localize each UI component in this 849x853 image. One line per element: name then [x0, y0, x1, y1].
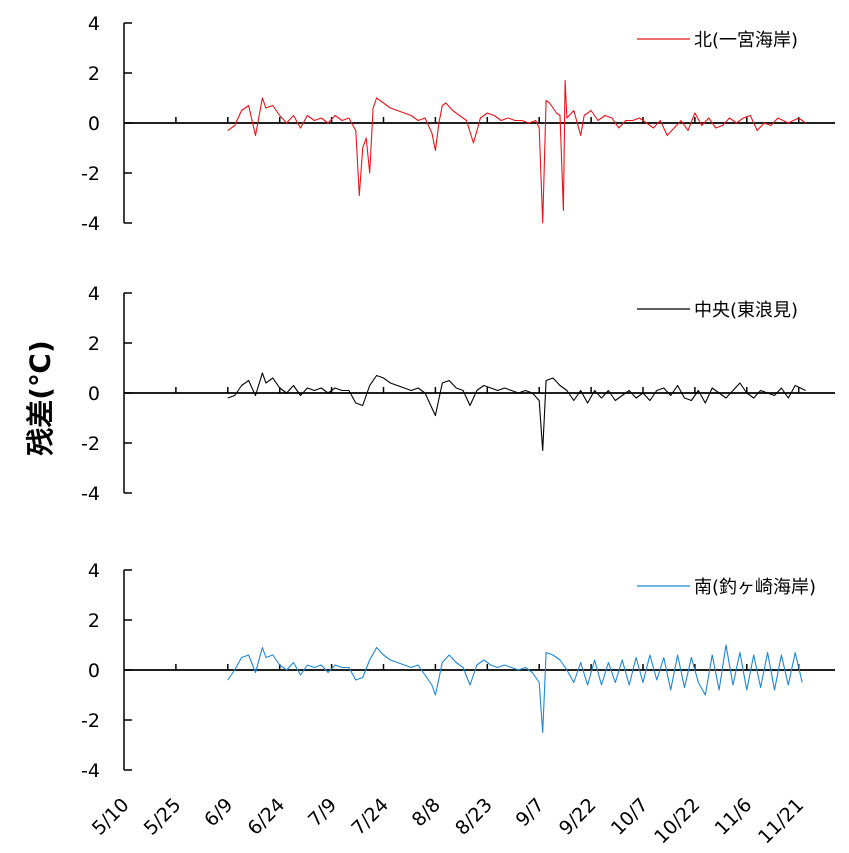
x-tick-label: 6/9: [200, 794, 237, 831]
y-tick-label: -2: [81, 710, 100, 732]
y-tick-label: 0: [88, 383, 100, 405]
legend-label: 北(一宮海岸): [694, 30, 798, 51]
y-tick-label: -2: [81, 163, 100, 185]
y-axis-label: 残差(℃): [24, 340, 57, 456]
y-tick-label: 2: [88, 63, 100, 85]
y-tick-label: 0: [88, 113, 100, 135]
y-tick-label: 2: [88, 610, 100, 632]
legend-label: 南(釣ヶ崎海岸): [694, 577, 816, 598]
y-tick-label: 4: [88, 13, 100, 35]
y-tick-label: 0: [88, 660, 100, 682]
series-line: [227, 372, 806, 452]
series-line: [227, 79, 806, 224]
x-tick-label: 9/22: [555, 794, 601, 840]
x-tick-label: 6/24: [244, 794, 290, 840]
panel-1: 4 2 0 -2 -4 北(一宮海岸): [81, 13, 835, 235]
y-tick-label: 4: [88, 560, 100, 582]
y-tick-label: 4: [88, 283, 100, 305]
x-tick-label: 11/6: [711, 794, 757, 840]
y-tick-label: 2: [88, 333, 100, 355]
panel-3: 4 2 0 -2 -4 南(釣ヶ崎海岸): [81, 560, 835, 782]
y-tick-label: -2: [81, 433, 100, 455]
y-tick-label: -4: [81, 213, 100, 235]
x-tick-label: 11/21: [754, 794, 808, 848]
x-tick-label: 7/9: [304, 794, 341, 831]
legend-label: 中央(東浪見): [694, 300, 798, 321]
x-tick-label: 5/25: [140, 794, 186, 840]
x-tick-label: 9/7: [512, 794, 549, 831]
x-tick-label: 10/7: [607, 794, 653, 840]
x-tick-label: 10/22: [650, 794, 704, 848]
x-tick-label: 8/8: [408, 794, 445, 831]
x-tick-label: 8/23: [451, 794, 497, 840]
series-line: [227, 644, 803, 734]
panels: 4 2 0 -2 -4 北(一宮海岸) 4 2 0 -2 -4 中央(東浪見) 4 2 0 -2 -4 南(釣ヶ崎…: [81, 13, 835, 782]
panel-2: 4 2 0 -2 -4 中央(東浪見): [81, 283, 835, 505]
x-tick-label: 5/10: [88, 794, 134, 840]
y-tick-label: -4: [81, 760, 100, 782]
x-tick-labels: 5/10 5/25 6/9 6/24 7/9 7/24 8/8 8/23 9/7 9/22 10/7…: [88, 794, 808, 848]
y-tick-label: -4: [81, 483, 100, 505]
x-tick-label: 7/24: [347, 794, 393, 840]
